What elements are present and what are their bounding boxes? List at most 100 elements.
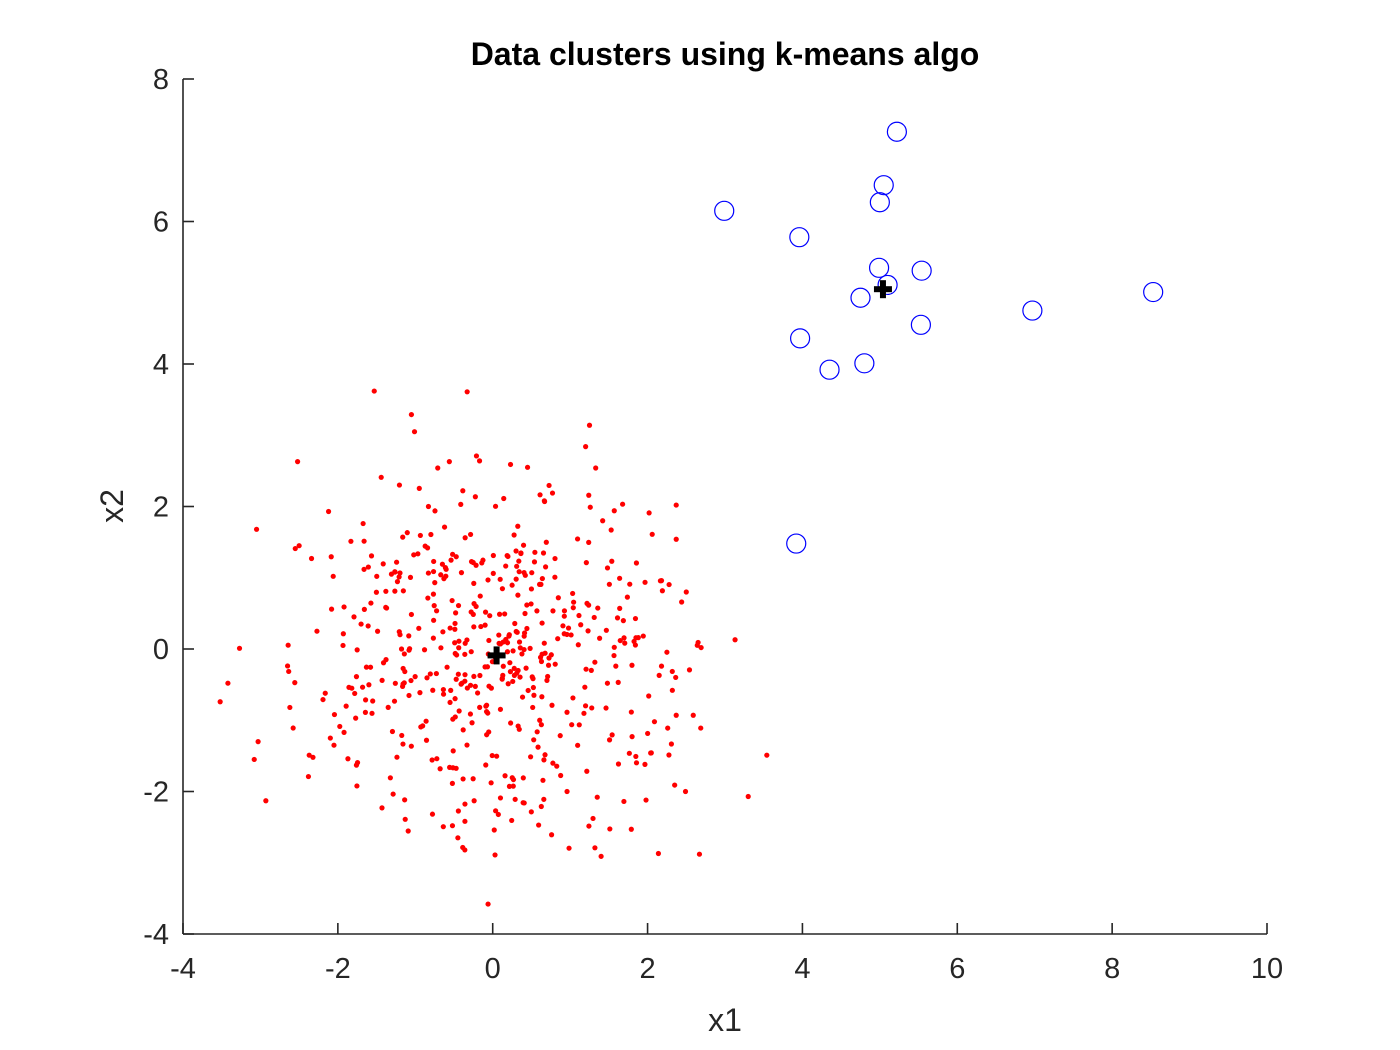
cluster-1-point [420, 723, 426, 729]
cluster-2-point [868, 257, 890, 278]
cluster-1-point [627, 581, 633, 587]
cluster-1-point [368, 600, 374, 606]
cluster-1-point [549, 490, 556, 496]
cluster-1-point [554, 763, 560, 769]
cluster-2-points [714, 121, 1164, 554]
cluster-1-point [408, 411, 415, 418]
cluster-1-point [365, 623, 371, 629]
cluster-1-point [345, 756, 351, 762]
cluster-1-point [447, 699, 453, 706]
cluster-1-point [379, 805, 385, 811]
cluster-2-point [790, 328, 811, 349]
x-tick-label: 4 [794, 953, 810, 985]
centroid-plus-icon [873, 280, 892, 299]
cluster-1-point [371, 388, 377, 394]
cluster-1-point [331, 742, 337, 748]
cluster-1-point [564, 788, 570, 795]
cluster-1-point [400, 588, 406, 594]
cluster-1-point [497, 706, 504, 712]
cluster-1-point [348, 538, 354, 544]
cluster-1-point [462, 651, 468, 657]
cluster-2-point [1022, 300, 1043, 321]
cluster-1-point [507, 461, 514, 468]
cluster-1-point [529, 570, 535, 576]
cluster-1-point [464, 637, 470, 643]
cluster-1-point [516, 569, 522, 575]
cluster-1-point [624, 594, 630, 600]
cluster-1-point [370, 698, 376, 704]
cluster-1-point [561, 608, 568, 614]
cluster-1-point [507, 660, 513, 666]
cluster-1-point [479, 560, 485, 566]
cluster-2-point [850, 287, 871, 308]
cluster-1-point [523, 665, 529, 671]
cluster-1-point [471, 673, 477, 680]
cluster-1-point [452, 650, 458, 657]
cluster-1-point [595, 605, 601, 611]
cluster-1-point [255, 739, 261, 745]
cluster-1-point [552, 555, 558, 562]
cluster-1-point [467, 531, 474, 538]
cluster-1-point [353, 674, 360, 680]
cluster-1-point [460, 844, 466, 851]
cluster-1-point [497, 576, 503, 582]
cluster-1-point [440, 629, 446, 635]
cluster-1-point [236, 645, 243, 651]
cluster-1-point [383, 605, 390, 611]
cluster-1-point [351, 614, 357, 620]
cluster-1-point [378, 474, 384, 480]
cluster-1-point [518, 550, 524, 557]
cluster-1-point [504, 649, 511, 655]
cluster-1-point [534, 608, 540, 614]
cluster-1-point [325, 508, 332, 515]
cluster-1-point [287, 704, 293, 711]
cluster-1-point [576, 722, 582, 728]
cluster-1-point [322, 690, 328, 696]
cluster-1-point [417, 690, 423, 696]
cluster-1-point [592, 845, 598, 851]
y-tick-label: 0 [153, 634, 169, 666]
cluster-1-point [513, 628, 519, 635]
cluster-1-point [341, 604, 347, 610]
cluster-1-point [431, 603, 437, 609]
cluster-1-point [305, 773, 312, 780]
cluster-1-point [575, 642, 581, 648]
cluster-1-point [503, 636, 509, 643]
cluster-1-point [629, 662, 635, 668]
cluster-1-point [462, 672, 468, 678]
cluster-1-point [446, 459, 452, 465]
cluster-1-point [698, 725, 704, 731]
cluster-1-point [575, 742, 581, 748]
cluster-1-point [284, 663, 291, 669]
cluster-1-point [516, 726, 522, 732]
cluster-1-point [385, 704, 391, 710]
cluster-1-point [477, 704, 483, 710]
cluster-1-point [453, 610, 459, 616]
cluster-1-point [578, 622, 584, 628]
cluster-1-point [582, 684, 588, 690]
cluster-1-point [545, 662, 552, 668]
cluster-1-point [337, 723, 343, 730]
cluster-1-point [538, 722, 544, 728]
cluster-1-point [453, 765, 459, 771]
cluster-1-point [383, 588, 389, 594]
cluster-1-point [428, 531, 434, 538]
cluster-1-point [400, 665, 406, 672]
cluster-1-point [686, 667, 693, 673]
cluster-1-point [615, 761, 622, 767]
cluster-1-point [296, 543, 302, 549]
cluster-1-point [640, 633, 646, 639]
cluster-1-point [528, 586, 535, 592]
cluster-1-point [368, 553, 375, 559]
cluster-1-point [558, 772, 564, 779]
cluster-1-point [542, 564, 549, 570]
cluster-1-point [470, 776, 476, 782]
cluster-1-point [519, 651, 525, 657]
cluster-1-point [285, 642, 291, 648]
cluster-1-point [452, 620, 458, 627]
cluster-1-point [374, 573, 380, 579]
cluster-1-point [469, 720, 475, 726]
cluster-1-point [380, 561, 386, 567]
cluster-1-point [628, 709, 634, 715]
cluster-1-point [437, 766, 443, 772]
